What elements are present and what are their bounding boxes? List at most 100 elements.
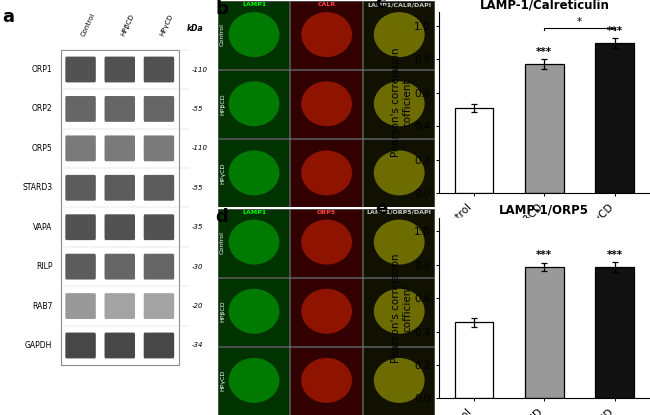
Text: -110: -110 [192,66,207,73]
Ellipse shape [374,150,424,195]
Text: HPβCD: HPβCD [220,300,225,322]
Bar [291,139,362,208]
Text: HPγCD: HPγCD [159,14,174,37]
Text: ORP5: ORP5 [31,144,52,153]
Bar [363,278,434,346]
FancyBboxPatch shape [105,254,135,280]
FancyBboxPatch shape [105,214,135,240]
Text: ***: *** [536,47,552,57]
Text: HPβCD: HPβCD [120,13,135,37]
FancyBboxPatch shape [144,254,174,280]
FancyBboxPatch shape [144,332,174,359]
Bar [291,278,362,346]
Bar [525,267,564,398]
Ellipse shape [301,81,352,126]
FancyBboxPatch shape [105,96,135,122]
Bar [363,70,434,138]
Bar [363,209,434,277]
Ellipse shape [301,358,352,403]
Text: ***: *** [606,250,623,260]
Text: LAMP1: LAMP1 [242,2,266,7]
FancyBboxPatch shape [65,96,96,122]
Bar [363,347,434,415]
Bar [363,1,434,69]
FancyBboxPatch shape [65,332,96,359]
Text: LAMP1: LAMP1 [242,210,266,215]
Text: ORP2: ORP2 [32,105,52,113]
Text: d: d [216,208,228,225]
Text: b: b [216,0,228,18]
Text: -55: -55 [192,106,203,112]
Bar [291,70,362,138]
Ellipse shape [374,358,424,403]
Ellipse shape [229,220,280,265]
FancyBboxPatch shape [105,175,135,201]
FancyBboxPatch shape [65,135,96,161]
Text: -30: -30 [192,264,203,270]
Ellipse shape [229,12,280,57]
Ellipse shape [229,150,280,195]
Ellipse shape [374,289,424,334]
Bar [218,70,289,138]
Ellipse shape [229,289,280,334]
Bar [61,50,179,365]
Text: ***: *** [536,251,552,261]
Title: LAMP-1/Calreticulin: LAMP-1/Calreticulin [480,0,609,11]
FancyBboxPatch shape [65,293,96,319]
Bar [595,267,634,398]
Text: Control: Control [220,23,225,46]
Y-axis label: Pearson's correlation
cofficient: Pearson's correlation cofficient [391,254,413,363]
Bar [291,209,362,277]
Ellipse shape [374,220,424,265]
Bar [218,139,289,208]
Title: LAMP-1/ORP5: LAMP-1/ORP5 [499,204,590,217]
Bar [218,209,289,277]
Bar [595,44,634,193]
Ellipse shape [229,358,280,403]
Bar [218,1,289,69]
Ellipse shape [229,81,280,126]
Text: ORP5: ORP5 [317,210,336,215]
FancyBboxPatch shape [144,135,174,161]
Y-axis label: Pearson's correlation
cofficient: Pearson's correlation cofficient [391,48,413,157]
Text: -35: -35 [192,224,203,230]
Text: *: * [577,17,582,27]
Text: kDa: kDa [187,24,204,33]
FancyBboxPatch shape [65,175,96,201]
Bar [454,108,493,193]
Text: c: c [376,0,386,12]
Text: STARD3: STARD3 [22,183,52,192]
Ellipse shape [301,150,352,195]
Ellipse shape [374,81,424,126]
Ellipse shape [301,289,352,334]
Bar [363,139,434,208]
Text: CALR: CALR [317,2,336,7]
FancyBboxPatch shape [105,332,135,359]
FancyBboxPatch shape [144,175,174,201]
FancyBboxPatch shape [144,214,174,240]
Text: Control: Control [220,231,225,254]
Bar [525,64,564,193]
FancyBboxPatch shape [144,96,174,122]
Ellipse shape [301,12,352,57]
Text: ***: *** [606,26,623,36]
Text: ORP1: ORP1 [32,65,52,74]
Text: a: a [2,8,14,26]
Text: -110: -110 [192,145,207,151]
Ellipse shape [374,12,424,57]
FancyBboxPatch shape [105,135,135,161]
Text: e: e [376,200,387,218]
FancyBboxPatch shape [144,293,174,319]
Text: HPγCD: HPγCD [220,370,225,391]
Ellipse shape [301,220,352,265]
FancyBboxPatch shape [105,293,135,319]
Bar [454,322,493,398]
Bar [218,278,289,346]
Bar [291,347,362,415]
Text: -20: -20 [192,303,203,309]
Text: -34: -34 [192,342,203,349]
Text: HPγCD: HPγCD [220,162,225,183]
Bar [218,347,289,415]
FancyBboxPatch shape [65,56,96,83]
Text: GAPDH: GAPDH [25,341,52,350]
